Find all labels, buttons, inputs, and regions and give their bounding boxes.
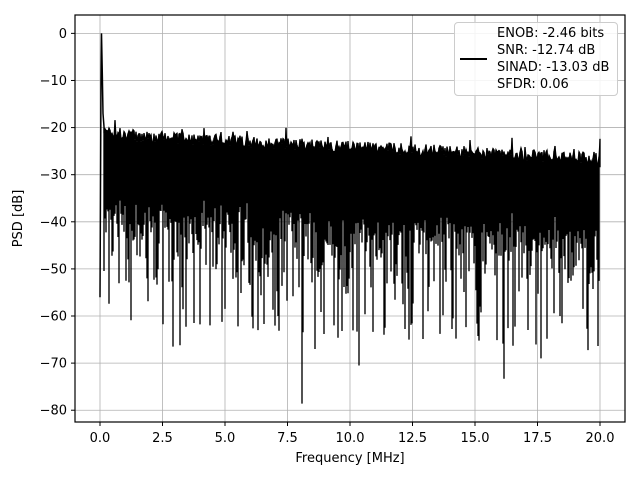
x-tick-label: 20.0 [586, 431, 615, 446]
x-tick-label: 15.0 [461, 431, 490, 446]
tick-marks [71, 32, 601, 426]
x-tick-label: 10.0 [336, 431, 365, 446]
x-tick-label: 0.0 [90, 431, 111, 446]
x-tick-label: 2.5 [152, 431, 173, 446]
psd-series [99, 33, 601, 404]
dc-spike-line [99, 33, 105, 298]
noise-top-envelope [103, 120, 601, 166]
x-tick-label: 7.5 [277, 431, 298, 446]
legend-line-sample [460, 58, 487, 60]
legend-entry-text: ENOB: -2.46 bits SNR: -12.74 dB SINAD: -… [497, 25, 609, 94]
x-tick-label: 12.5 [398, 431, 427, 446]
legend-line-snr: SNR: -12.74 dB [497, 42, 596, 58]
y-tick-label: −20 [40, 121, 67, 136]
y-tick-label: −10 [40, 74, 67, 89]
y-axis-label: PSD [dB] [11, 190, 26, 248]
y-tick-label: −40 [40, 215, 67, 230]
noise-columns [103, 120, 601, 404]
y-tick-label: −50 [40, 262, 67, 277]
x-tick-label: 17.5 [523, 431, 552, 446]
legend: ENOB: -2.46 bits SNR: -12.74 dB SINAD: -… [454, 22, 618, 96]
legend-line-sinad: SINAD: -13.03 dB [497, 60, 610, 75]
y-tick-label: −80 [40, 404, 67, 419]
x-tick-label: 5.0 [215, 431, 236, 446]
y-tick-label: 0 [59, 27, 67, 42]
legend-line-enob: ENOB: -2.46 bits [497, 25, 605, 41]
legend-line-sfdr: SFDR: 0.06 [497, 77, 569, 93]
tick-labels: 0.0 2.5 5.0 7.5 10.0 12.5 15.0 17.5 20.0 0 −10 −20 −… [40, 27, 615, 446]
y-tick-label: −30 [40, 168, 67, 183]
x-axis-label: Frequency [MHz] [295, 451, 404, 466]
y-tick-label: −60 [40, 310, 67, 325]
y-tick-label: −70 [40, 357, 67, 372]
